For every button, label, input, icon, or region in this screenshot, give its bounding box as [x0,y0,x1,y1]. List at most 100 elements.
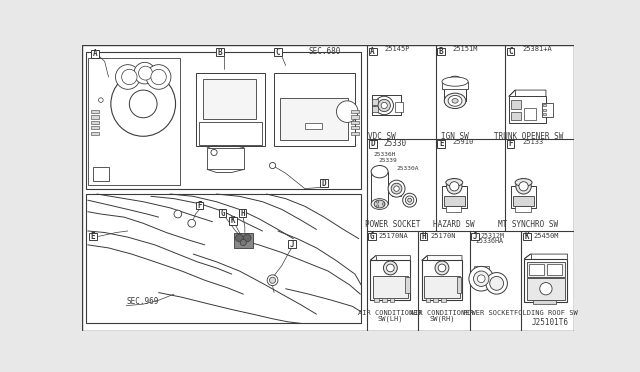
Bar [320,179,328,187]
Text: B: B [218,48,223,57]
Ellipse shape [442,77,468,86]
Bar [511,112,520,120]
Text: E: E [439,140,444,148]
Bar [433,298,438,302]
Bar [91,126,99,129]
Ellipse shape [516,179,531,194]
Bar [216,48,224,56]
Bar [367,45,575,331]
Text: A: A [371,47,375,56]
Bar [280,98,348,140]
Circle shape [269,277,276,283]
Bar [524,108,536,120]
Bar [288,240,296,248]
Circle shape [174,210,182,218]
Bar [91,110,99,113]
Text: 25151M: 25151M [452,46,478,52]
Text: K: K [524,232,529,241]
Text: 25330A: 25330A [397,166,419,170]
Text: A: A [92,49,97,58]
Ellipse shape [388,180,405,197]
Text: 25381+A: 25381+A [522,46,552,52]
Text: AIR CONDITIONER: AIR CONDITIONER [358,310,422,316]
Bar [437,48,445,55]
Bar [372,99,378,105]
Bar [523,232,531,240]
Bar [219,209,227,217]
Text: 25170N: 25170N [431,233,456,239]
Ellipse shape [394,186,399,191]
Circle shape [267,275,278,286]
Text: F: F [197,201,202,210]
Bar [93,167,109,181]
Bar [513,196,534,206]
Text: H: H [421,232,426,241]
Circle shape [387,264,394,272]
Bar [543,104,546,106]
Bar [230,217,237,225]
Text: POWER SOCKET: POWER SOCKET [463,310,515,316]
Circle shape [540,283,552,295]
Bar [471,232,479,240]
Text: MT SYNCHRO SW: MT SYNCHRO SW [498,220,558,229]
Ellipse shape [444,93,466,109]
Text: SW(RH): SW(RH) [429,316,454,322]
Text: 25336HA: 25336HA [476,238,504,244]
Circle shape [188,219,196,227]
Bar [442,81,468,89]
Bar [547,264,562,275]
Bar [444,84,466,101]
Bar [456,277,461,293]
Bar [91,115,99,119]
Bar [196,73,265,146]
Text: J: J [289,240,294,248]
Circle shape [376,205,379,207]
Text: K: K [231,217,236,225]
Bar [374,298,379,302]
Circle shape [438,264,446,272]
Text: POWER SOCKET: POWER SOCKET [365,220,420,229]
Bar [437,140,445,148]
Ellipse shape [378,99,390,112]
Bar [533,299,556,304]
Bar [524,259,568,302]
Circle shape [490,276,504,290]
Ellipse shape [447,179,462,194]
Bar [507,48,515,55]
Bar [509,96,546,123]
Ellipse shape [381,102,387,109]
Bar [91,121,99,124]
Text: C: C [508,47,513,56]
Bar [543,109,546,111]
Bar [372,96,401,115]
Bar [543,113,546,115]
Circle shape [474,271,489,286]
Ellipse shape [403,193,417,207]
Text: G: G [220,209,225,218]
Ellipse shape [519,182,528,191]
Bar [91,132,99,135]
Bar [392,181,401,196]
Circle shape [129,90,157,118]
Bar [351,121,359,124]
Bar [90,232,97,240]
Bar [204,79,255,119]
Text: 25910: 25910 [452,140,474,145]
Circle shape [382,203,385,205]
Text: 25145P: 25145P [384,46,410,52]
Bar [405,277,410,293]
Bar [371,260,410,300]
Text: J25101T6: J25101T6 [531,318,568,327]
Text: G: G [369,232,374,241]
Bar [274,73,355,146]
Bar [474,266,489,276]
Bar [351,132,359,135]
Bar [382,298,387,302]
Ellipse shape [452,99,458,103]
Text: H: H [240,209,245,218]
Bar [274,48,282,56]
Circle shape [211,150,217,155]
Text: SW(LH): SW(LH) [378,316,403,322]
Circle shape [134,62,156,84]
Bar [422,260,462,300]
